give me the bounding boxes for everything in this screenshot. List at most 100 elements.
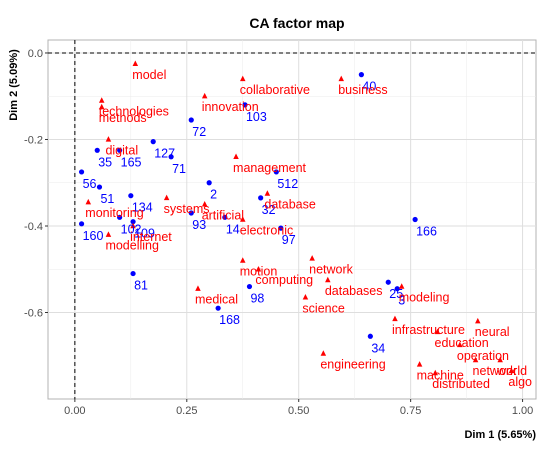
column-point	[508, 367, 515, 374]
row-point-label: 160	[83, 229, 104, 243]
row-point-label: 103	[246, 110, 267, 124]
row-point-label: 98	[250, 292, 264, 306]
row-point	[258, 195, 264, 201]
row-point-label: 40	[362, 80, 376, 94]
row-point	[188, 117, 194, 123]
row-point-label: 56	[83, 177, 97, 191]
row-point	[130, 270, 136, 277]
column-point-label: network	[309, 262, 354, 276]
row-point-label: 51	[100, 192, 114, 206]
row-point-label: 34	[371, 341, 385, 355]
column-point	[130, 222, 136, 229]
row-point	[188, 210, 194, 216]
row-point-label: 71	[172, 162, 186, 176]
row-point-label: 72	[192, 125, 206, 139]
column-point	[302, 294, 309, 300]
row-point	[150, 139, 156, 145]
plot-panel-border	[47, 39, 537, 400]
column-point-label: engineering	[320, 358, 385, 372]
x-tick-label: 1.00	[512, 405, 533, 417]
column-point-label: science	[302, 301, 344, 315]
row-point	[215, 305, 221, 311]
column-point-label: computing	[255, 273, 313, 287]
column-point-label: collaborative	[240, 83, 310, 97]
chart-title: CA factor map	[249, 15, 344, 31]
column-point	[338, 75, 344, 82]
column-point	[98, 103, 105, 110]
column-point	[132, 60, 139, 66]
column-point-label: world	[496, 364, 527, 378]
row-point-label: 168	[219, 313, 240, 327]
row-point	[246, 283, 253, 290]
row-point	[367, 333, 373, 339]
row-point-label: 512	[277, 177, 298, 191]
column-point-label: database	[264, 198, 315, 212]
row-point	[385, 279, 391, 285]
row-point	[358, 72, 364, 78]
row-point	[222, 214, 228, 220]
column-point-label: modelling	[105, 239, 159, 253]
y-tick-label: -0.6	[24, 307, 43, 319]
x-tick-label: 0.75	[400, 405, 421, 417]
row-point	[128, 193, 134, 199]
column-point	[105, 231, 112, 237]
column-point-label: network	[473, 364, 518, 378]
column-point	[240, 75, 246, 82]
reference-lines	[48, 40, 536, 399]
column-point-label: education	[435, 336, 489, 350]
column-point	[201, 92, 208, 99]
row-point	[94, 147, 100, 153]
row-point	[117, 214, 123, 220]
column-point	[392, 315, 398, 322]
column-point	[195, 285, 201, 291]
row-point	[412, 216, 418, 223]
x-axis-title: Dim 1 (5.65%)	[464, 429, 536, 441]
column-point-label: medical	[195, 293, 238, 307]
y-axis-ticks: 0.0 -0.2 -0.4 -0.6	[24, 48, 48, 319]
y-tick-label: -0.2	[24, 134, 43, 146]
row-point-label: 109	[134, 227, 155, 241]
column-point	[240, 216, 246, 222]
column-point-label: digital	[105, 143, 138, 157]
row-point-label: 102	[121, 222, 142, 236]
grid-lines	[48, 40, 536, 399]
column-point	[416, 361, 423, 367]
row-point-label: 35	[98, 155, 112, 169]
row-point	[130, 219, 136, 225]
row-point-label: 97	[282, 233, 296, 247]
row-point-label: 165	[121, 155, 142, 169]
row-point	[78, 169, 85, 175]
x-axis-ticks: 0.00 0.25 0.50 0.75 1.00	[64, 399, 533, 417]
points	[78, 60, 515, 376]
row-point	[96, 184, 103, 190]
row-point	[206, 180, 212, 186]
column-point-label: management	[233, 161, 306, 175]
column-point	[434, 328, 441, 335]
column-point	[201, 201, 208, 207]
column-point	[105, 136, 112, 142]
row-point-label: 134	[132, 201, 153, 215]
row-point	[117, 147, 123, 153]
y-tick-label: -0.4	[24, 221, 43, 233]
column-point-label: business	[338, 83, 387, 97]
column-point-label: machine	[417, 368, 464, 382]
column-point	[255, 265, 262, 272]
column-point	[85, 198, 92, 205]
column-point	[309, 255, 315, 261]
column-point-label: electronic	[240, 224, 294, 238]
column-point-label: monitoring	[85, 206, 143, 220]
column-point-label: databases	[325, 284, 383, 298]
row-point	[394, 286, 400, 292]
row-point-label: 166	[416, 225, 437, 239]
row-point	[168, 154, 174, 160]
column-point-label: motion	[240, 265, 278, 279]
column-point-label: algo	[508, 375, 532, 389]
row-point	[78, 221, 85, 227]
column-point-label: artificial	[202, 208, 244, 222]
x-tick-label: 0.00	[64, 405, 85, 417]
column-point-label: methods	[99, 111, 147, 125]
column-point	[457, 341, 463, 348]
column-point-label: operation	[457, 349, 509, 363]
